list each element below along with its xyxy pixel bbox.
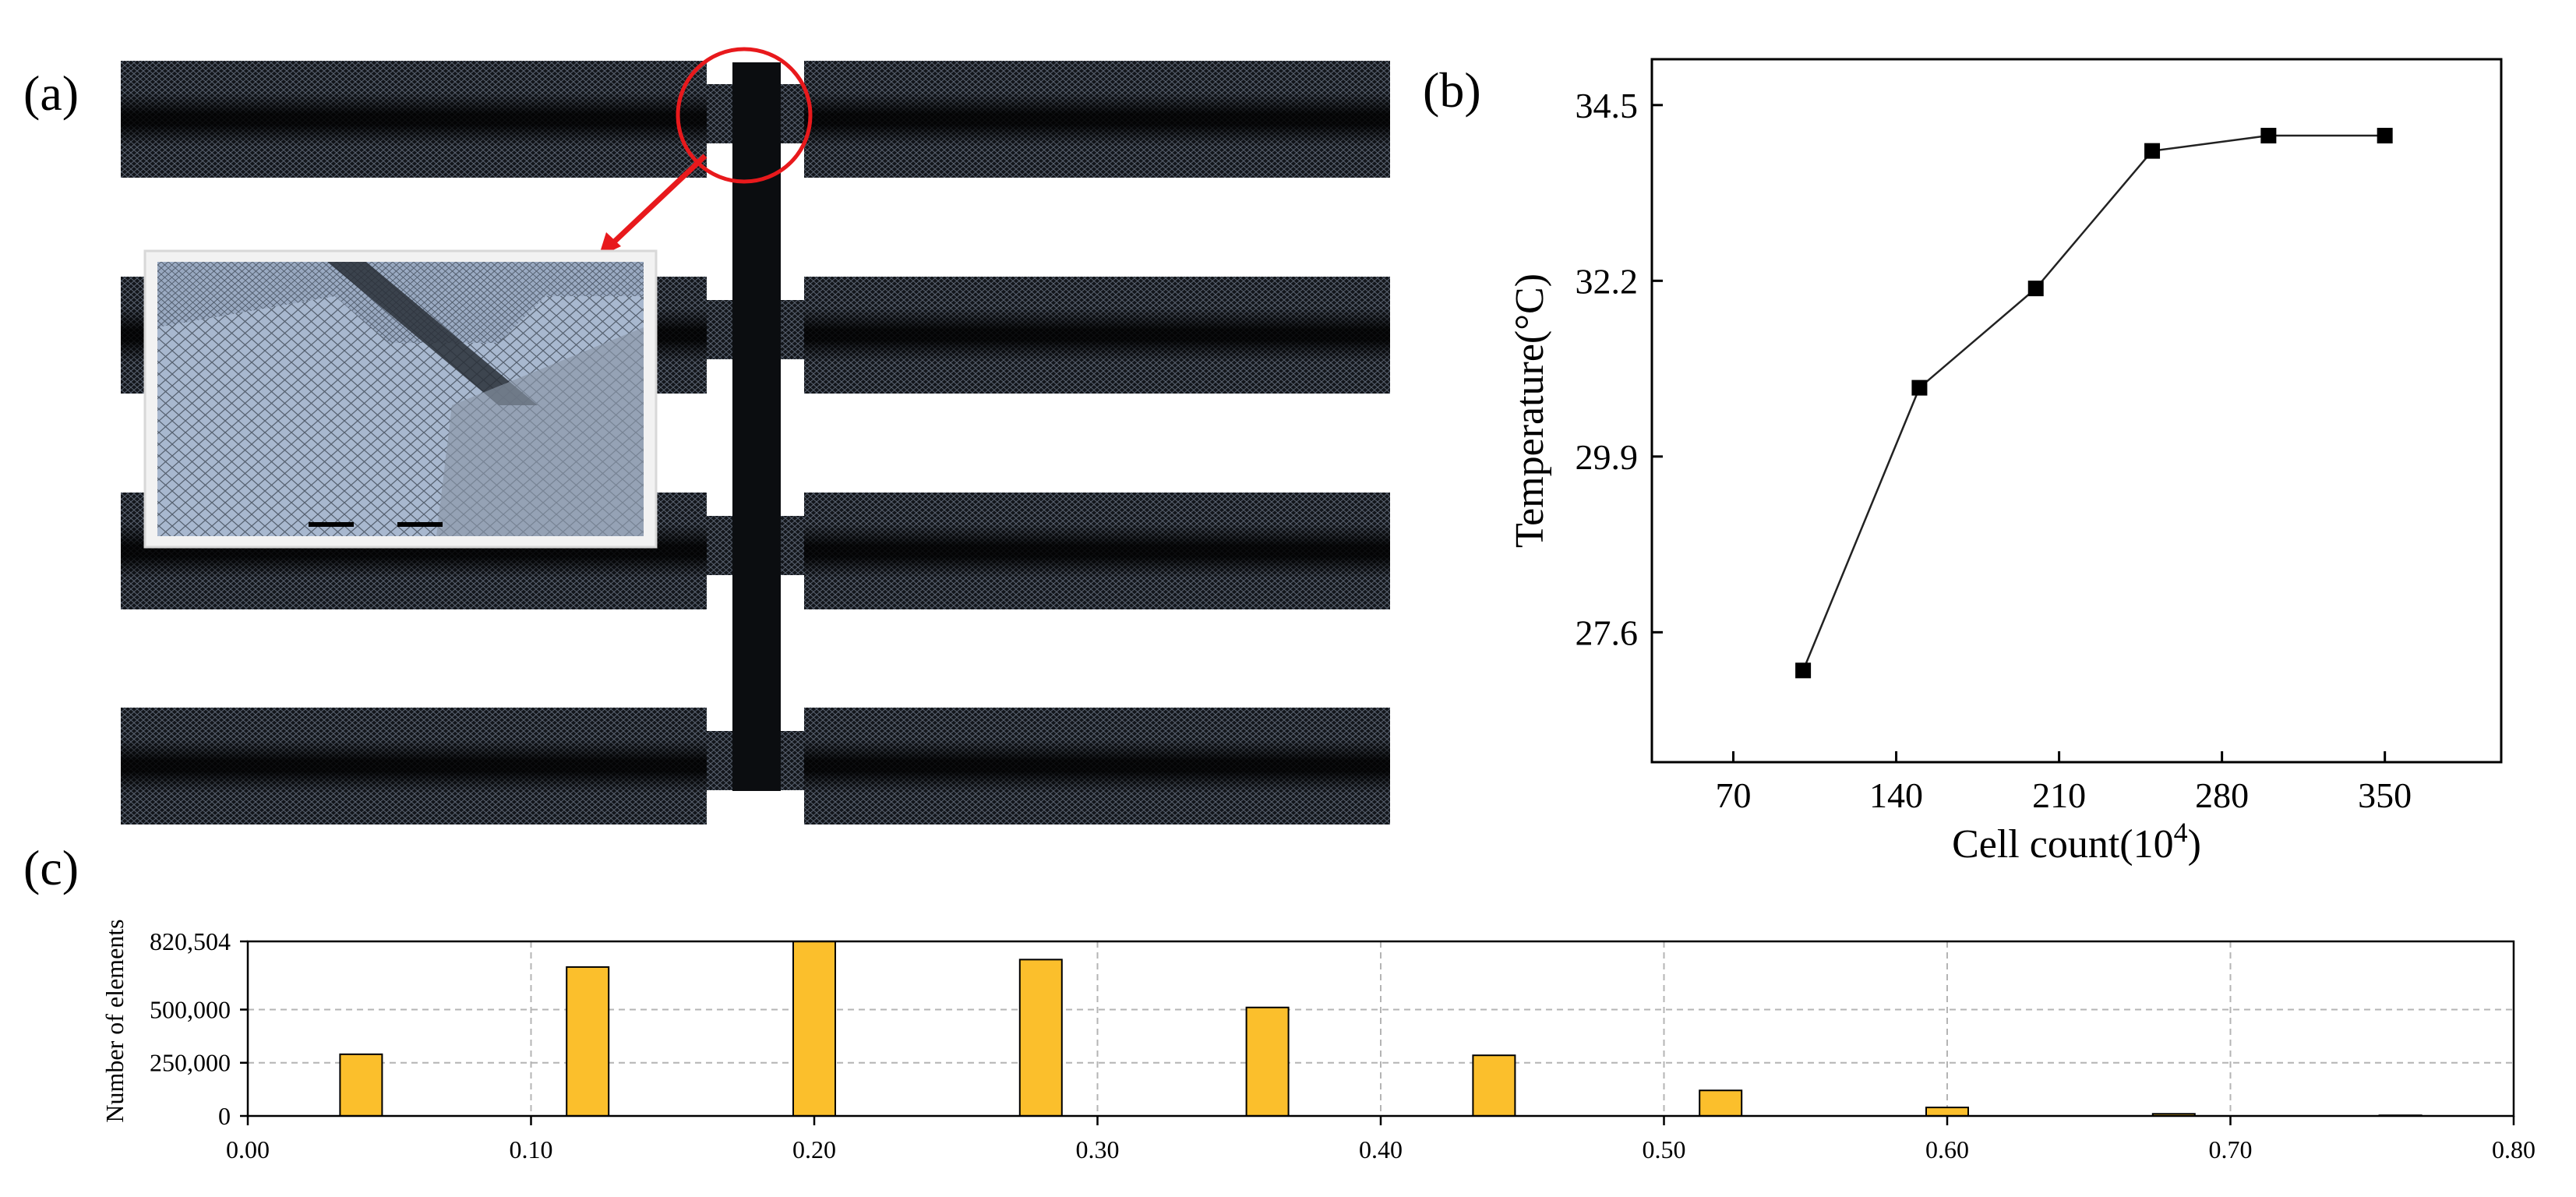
- x-tick-label: 0.30: [1076, 1135, 1120, 1163]
- x-tick-label: 70: [1716, 775, 1752, 815]
- x-tick-label: 0.00: [226, 1135, 270, 1163]
- data-point-marker: [1911, 380, 1928, 396]
- x-axis-label: Cell count(104): [1952, 817, 2201, 867]
- panel-label-c: (c): [23, 840, 79, 895]
- x-tick-label: 210: [2032, 775, 2086, 815]
- histogram-bar: [1925, 1107, 1969, 1118]
- y-tick-label: 29.9: [1576, 437, 1639, 477]
- data-point-marker: [2377, 128, 2393, 144]
- mesh-tube-shade: [804, 92, 1390, 147]
- inset-mesh-detail: [143, 249, 658, 549]
- temperature-series-line: [1801, 134, 2385, 671]
- y-tick-label: 27.6: [1576, 613, 1639, 652]
- x-tick-label: 0.50: [1643, 1135, 1686, 1163]
- plot-frame: [1650, 58, 2503, 764]
- panel-label-b: (b): [1423, 62, 1481, 118]
- mesh-tube-shade: [804, 739, 1390, 793]
- mesh-tube-shade: [121, 92, 707, 147]
- x-tick-label: 0.20: [792, 1135, 836, 1163]
- temperature-line-chart: 70 140 210 280 350 27.6 29.9 32.2 34.5 Cell count…: [1508, 58, 2503, 867]
- y-tick-label: 500,000: [150, 995, 231, 1023]
- mesh-tube-shade: [121, 739, 707, 793]
- zoom-arrow: [605, 154, 708, 250]
- data-point-marker: [2144, 143, 2161, 159]
- histogram-bar: [566, 966, 610, 1117]
- x-tick-label: 0.70: [2209, 1135, 2253, 1163]
- x-tick-label: 280: [2195, 775, 2249, 815]
- histogram-bar: [1472, 1054, 1516, 1117]
- x-tick-label: 350: [2358, 775, 2412, 815]
- y-tick-label: 250,000: [150, 1049, 231, 1077]
- y-axis-label: Number of elements: [101, 919, 129, 1122]
- mesh-tube-shade: [804, 308, 1390, 362]
- mesh-figure: [121, 47, 1390, 824]
- x-tick-label: 0.80: [2492, 1135, 2535, 1163]
- histogram-bar: [1018, 959, 1063, 1117]
- y-axis-label: Temperature(°C): [1508, 274, 1552, 548]
- data-point-marker: [2027, 281, 2044, 297]
- histogram-bar: [1245, 1006, 1290, 1117]
- histogram-bar: [792, 941, 836, 1117]
- x-tick-label: 0.40: [1359, 1135, 1403, 1163]
- element-quality-histogram: 0.00 0.10 0.20 0.30 0.40 0.50 0.60 0.70 0.80 0 250…: [101, 919, 2535, 1163]
- y-tick-label: 820,504: [150, 927, 231, 955]
- data-point-marker: [2260, 128, 2277, 144]
- histogram-bar: [1699, 1089, 1743, 1118]
- vertical-manifold: [732, 62, 781, 791]
- data-point-marker: [1795, 662, 1812, 679]
- histogram-bar: [339, 1053, 383, 1118]
- x-tick-label: 140: [1869, 775, 1923, 815]
- y-tick-label: 34.5: [1576, 86, 1639, 125]
- x-tick-label: 0.10: [510, 1135, 553, 1163]
- y-tick-label: 32.2: [1576, 261, 1639, 301]
- mesh-tube-shade: [804, 524, 1390, 578]
- x-tick-label: 0.60: [1925, 1135, 1969, 1163]
- panel-label-a: (a): [23, 65, 79, 121]
- y-tick-label: 0: [218, 1102, 231, 1130]
- zoom-highlight-circle: [676, 47, 813, 184]
